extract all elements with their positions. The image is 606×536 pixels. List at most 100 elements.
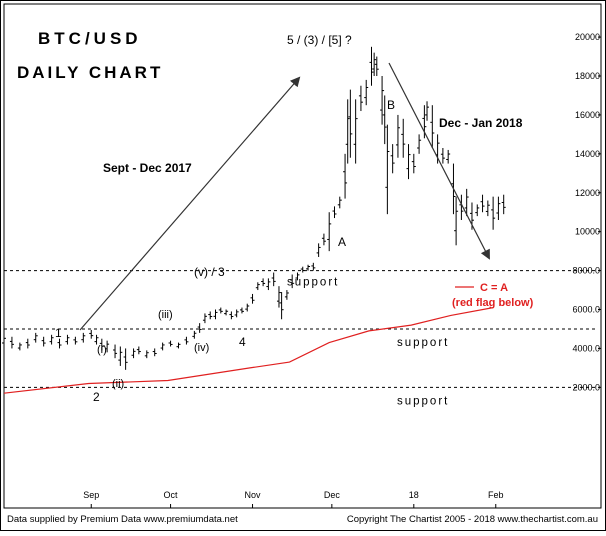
price-bar xyxy=(401,118,406,158)
price-bar xyxy=(176,342,181,349)
price-bar xyxy=(33,332,38,343)
price-bar xyxy=(353,99,358,164)
price-bar xyxy=(417,134,422,154)
x-tick-label: Dec xyxy=(324,490,341,500)
y-tick-label: 16000 xyxy=(575,110,600,120)
price-bar xyxy=(406,144,411,180)
price-bar xyxy=(218,307,223,314)
wave-1-label: 1 xyxy=(55,326,62,340)
price-bar xyxy=(358,85,363,112)
price-bar xyxy=(332,206,337,219)
footer-copyright: Copyright The Chartist 2005 - 2018 www.t… xyxy=(347,514,598,525)
price-bar xyxy=(306,264,311,271)
price-bar xyxy=(446,149,451,164)
price-bar xyxy=(168,340,173,347)
x-tick-label: Feb xyxy=(488,490,504,500)
price-bar xyxy=(2,334,6,347)
price-bar xyxy=(372,52,377,76)
price-bar xyxy=(321,233,326,246)
price-bar xyxy=(202,313,207,324)
price-bar xyxy=(345,99,350,164)
price-bar xyxy=(390,144,395,174)
y-axis: 20000 18000 16000 14000 12000 10000 8000.0 6000… xyxy=(572,32,601,392)
price-bar xyxy=(131,348,136,359)
y-tick-label: 4000.0 xyxy=(572,343,600,353)
wave-2-label: 2 xyxy=(93,390,100,404)
price-bar xyxy=(94,334,99,345)
y-tick-label: 18000 xyxy=(575,71,600,81)
chart-subtitle: DAILY CHART xyxy=(17,63,163,82)
price-bar xyxy=(192,330,197,339)
price-bar xyxy=(290,274,295,289)
y-tick-label: 14000 xyxy=(575,149,600,159)
price-bar xyxy=(239,307,244,314)
price-bar xyxy=(65,334,70,345)
support-label: support xyxy=(287,277,339,289)
price-bar xyxy=(144,350,149,359)
price-bar xyxy=(25,338,30,349)
x-tick-label: Nov xyxy=(245,490,262,500)
y-tick-label: 2000.0 xyxy=(572,382,600,392)
price-bar xyxy=(374,56,379,76)
price-bar xyxy=(369,46,374,86)
price-bar xyxy=(113,344,118,359)
y-tick-label: 10000 xyxy=(575,227,600,237)
price-bar xyxy=(234,309,239,318)
price-bar xyxy=(250,293,255,304)
price-bar xyxy=(327,212,332,252)
price-bar xyxy=(255,282,260,291)
price-bar xyxy=(99,338,104,351)
price-bar xyxy=(73,336,78,345)
price-bar xyxy=(385,124,390,215)
footer-data-source: Data supplied by Premium Data www.premiu… xyxy=(7,514,238,525)
price-bar xyxy=(245,303,250,312)
price-bar xyxy=(105,340,110,353)
price-bar xyxy=(224,309,229,316)
price-bar xyxy=(411,153,416,174)
price-bar xyxy=(454,196,459,246)
moving-average xyxy=(3,307,494,394)
price-bar xyxy=(197,323,202,333)
price-bar xyxy=(485,200,490,217)
y-tick-label: 8000.0 xyxy=(572,266,600,276)
price-bar xyxy=(300,266,305,273)
price-bar xyxy=(89,329,94,339)
wave-v3-label: (v) / 3 xyxy=(194,265,225,279)
price-bar xyxy=(440,148,445,164)
price-bar xyxy=(496,196,501,220)
price-bar xyxy=(279,292,284,320)
price-bar xyxy=(343,153,348,199)
price-bar xyxy=(311,262,316,271)
price-bar xyxy=(261,278,266,287)
price-bar xyxy=(295,272,300,281)
x-tick-label: Oct xyxy=(164,490,179,500)
wave-i-label: (i) xyxy=(97,344,107,356)
downtrend-arrow xyxy=(388,62,490,260)
price-bar xyxy=(17,342,22,351)
wave-iii-label: (iii) xyxy=(158,309,173,321)
price-bar xyxy=(382,95,387,145)
wave-ii-label: (ii) xyxy=(112,378,124,390)
support-label: support xyxy=(397,337,449,349)
price-bar xyxy=(475,204,480,217)
price-bar xyxy=(364,79,369,106)
price-bar xyxy=(81,332,86,343)
price-bar xyxy=(136,346,141,355)
legend-label-red-flag: (red flag below) xyxy=(452,297,534,309)
price-bar xyxy=(380,76,385,125)
legend-label-c-equals-a: C = A xyxy=(480,282,508,294)
price-bar xyxy=(41,336,46,347)
wave-4-label: 4 xyxy=(239,335,246,349)
x-tick-label: Sep xyxy=(83,490,99,500)
uptrend-arrow xyxy=(79,76,301,331)
wave-a-label: A xyxy=(338,235,346,249)
price-bar xyxy=(501,194,506,215)
price-bar xyxy=(184,336,189,345)
x-tick-label: 18 xyxy=(409,490,419,500)
price-bar xyxy=(229,311,234,320)
uptrend-label: Sept - Dec 2017 xyxy=(103,161,192,175)
moving-average-line xyxy=(3,307,494,394)
